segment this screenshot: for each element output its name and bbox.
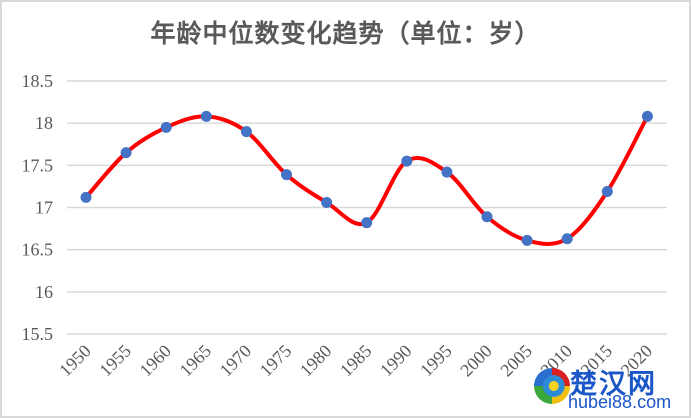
x-tick-label: 1995 [416,341,456,381]
data-point [120,147,132,159]
y-tick-label: 18 [35,113,53,133]
watermark-logo: 楚汉网 hubei88.com [530,362,688,414]
x-tick-label: 1955 [95,341,135,381]
data-point [561,233,573,245]
data-point [160,121,172,133]
data-point [200,110,212,122]
data-point [401,155,413,167]
watermark-domain: hubei88.com [568,392,672,412]
data-point [361,217,373,229]
x-tick-label: 1965 [176,341,216,381]
y-tick-label: 16.5 [22,240,54,260]
data-point [80,191,92,203]
data-point [240,126,252,138]
x-tick-label: 1985 [336,341,376,381]
data-point [321,196,333,208]
y-tick-label: 17 [35,198,53,218]
data-point [281,169,292,181]
data-markers [80,110,653,246]
x-tick-label: 2000 [456,341,496,381]
x-tick-label: 1960 [135,341,175,381]
x-tick-label: 1950 [55,341,95,381]
gridlines [67,80,667,335]
y-axis-ticks: 18.5 18 17.5 17 16.5 16 15.5 [22,71,54,344]
data-point [521,234,533,246]
y-tick-label: 16 [35,282,53,302]
chart-title: 年龄中位数变化趋势（单位：岁） [150,19,541,48]
x-tick-label: 1970 [216,341,256,381]
data-point [441,166,453,178]
watermark-chinese: 楚汉网 [570,369,657,400]
x-tick-label: 1990 [376,341,416,381]
x-tick-label: 1980 [296,341,336,381]
y-tick-label: 15.5 [22,324,54,344]
data-point [481,211,493,223]
x-tick-label: 1975 [256,341,296,381]
y-tick-label: 17.5 [22,155,54,175]
y-tick-label: 18.5 [22,71,54,91]
data-point [601,185,613,197]
data-point [641,110,653,122]
globe-icon [534,368,570,404]
